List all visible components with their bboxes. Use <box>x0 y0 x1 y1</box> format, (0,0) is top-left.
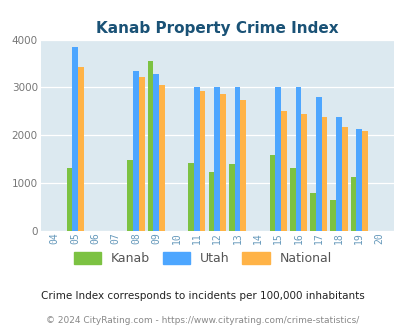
Bar <box>147 61 153 231</box>
Bar <box>361 130 367 231</box>
Bar <box>350 178 356 231</box>
Bar <box>275 87 280 231</box>
Bar <box>78 67 83 231</box>
Bar <box>280 112 286 231</box>
Title: Kanab Property Crime Index: Kanab Property Crime Index <box>96 21 338 36</box>
Bar <box>188 163 194 231</box>
Bar <box>153 74 159 231</box>
Bar <box>269 155 275 231</box>
Bar <box>240 100 245 231</box>
Legend: Kanab, Utah, National: Kanab, Utah, National <box>68 247 337 270</box>
Text: © 2024 CityRating.com - https://www.cityrating.com/crime-statistics/: © 2024 CityRating.com - https://www.city… <box>46 316 359 325</box>
Bar <box>127 160 133 231</box>
Bar <box>208 172 214 231</box>
Bar <box>341 127 347 231</box>
Bar <box>330 200 335 231</box>
Bar <box>72 47 78 231</box>
Bar <box>194 87 199 231</box>
Bar <box>301 114 306 231</box>
Bar <box>159 84 164 231</box>
Bar <box>335 116 341 231</box>
Bar <box>66 168 72 231</box>
Bar <box>309 193 315 231</box>
Bar <box>289 168 295 231</box>
Bar <box>214 87 220 231</box>
Bar <box>315 97 321 231</box>
Bar <box>234 87 240 231</box>
Bar <box>139 78 144 231</box>
Bar <box>133 71 139 231</box>
Bar <box>228 164 234 231</box>
Bar <box>220 94 225 231</box>
Text: Crime Index corresponds to incidents per 100,000 inhabitants: Crime Index corresponds to incidents per… <box>41 291 364 301</box>
Bar <box>199 91 205 231</box>
Bar <box>356 129 361 231</box>
Bar <box>321 117 326 231</box>
Bar <box>295 87 301 231</box>
